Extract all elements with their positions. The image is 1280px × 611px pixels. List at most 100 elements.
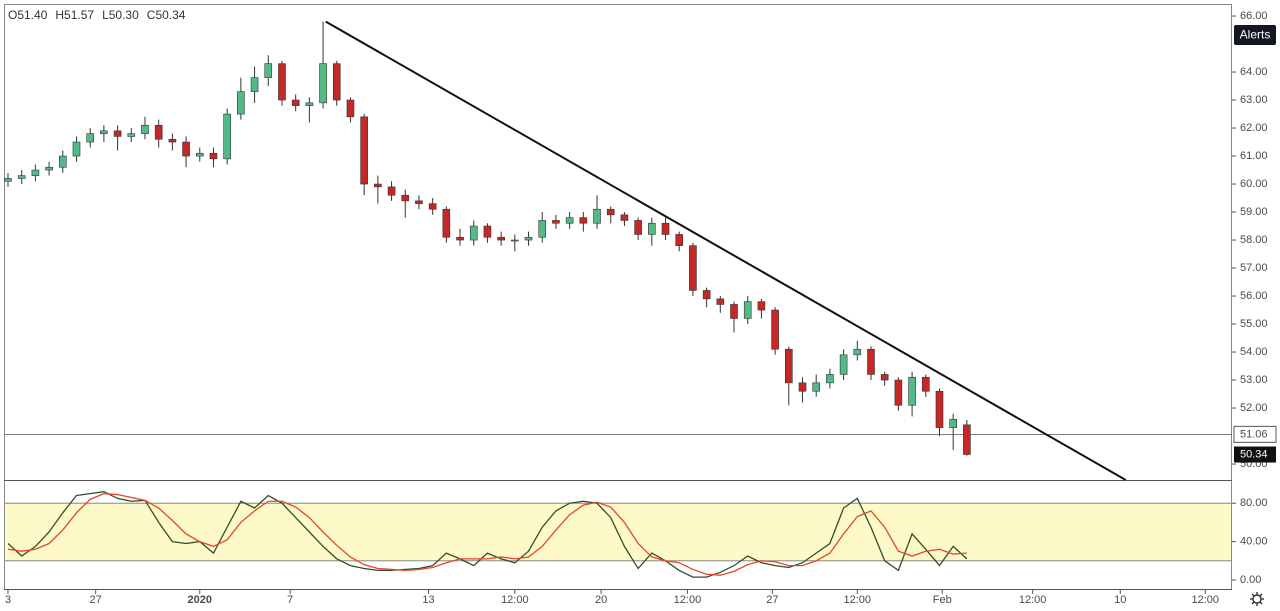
x-tick-label: 12:00 <box>501 594 529 606</box>
candle-body <box>360 116 368 185</box>
candle-body <box>538 220 547 238</box>
oscillator-line <box>7 491 968 578</box>
candle-body <box>743 301 752 319</box>
x-tick-label: 27 <box>766 594 778 606</box>
settings-icon-tooth <box>1251 593 1255 597</box>
candle-body <box>168 138 177 143</box>
oscillator-line <box>7 492 967 576</box>
y-tick-label: 58.00 <box>1240 234 1268 246</box>
settings-icon-ring <box>1252 594 1262 604</box>
candle-body <box>141 124 149 134</box>
candle-body <box>552 220 560 224</box>
y-tick-label: 54.00 <box>1240 346 1268 358</box>
candle-body <box>195 152 204 157</box>
candle-body <box>963 424 971 455</box>
osc-y-tick-label: 80.00 <box>1240 497 1268 509</box>
candle-body <box>620 214 629 221</box>
last-price-label: 50.34 <box>1240 448 1268 460</box>
candle-body <box>812 382 821 392</box>
candle-body <box>634 220 642 235</box>
candle-body <box>305 102 314 106</box>
x-tick-label: 12:00 <box>674 594 702 606</box>
x-tick-label: Feb <box>933 594 952 606</box>
x-tick-label: 3 <box>5 594 11 606</box>
candle-body <box>606 208 615 216</box>
candle-body <box>593 208 601 224</box>
candle-body <box>237 91 245 115</box>
candle-body <box>319 63 327 104</box>
x-tick-label: 12:00 <box>844 594 872 606</box>
candle-body <box>387 186 396 196</box>
candle-body <box>182 141 190 157</box>
candle-body <box>223 113 231 160</box>
x-tick-label: 7 <box>287 594 293 606</box>
candle-body <box>346 99 355 118</box>
candle-body <box>250 77 259 92</box>
candle-body <box>880 374 889 381</box>
x-tick-label: 2020 <box>188 594 212 606</box>
candle-body <box>785 348 793 384</box>
candle-body <box>949 418 957 428</box>
frame <box>4 4 1232 590</box>
candle-body <box>689 245 697 291</box>
candle-body <box>826 374 834 384</box>
candle-body <box>17 175 26 179</box>
hline-label: 51.06 <box>1240 428 1268 440</box>
settings-icon[interactable] <box>1250 592 1264 606</box>
y-tick-label: 55.00 <box>1240 318 1268 330</box>
y-tick-label: 53.00 <box>1240 374 1268 386</box>
y-tick-label: 63.00 <box>1240 94 1268 106</box>
candle-body <box>661 222 670 235</box>
x-tick-label: 27 <box>90 594 102 606</box>
candle-body <box>291 99 300 106</box>
candle-body <box>894 379 903 406</box>
candle-body <box>839 354 848 375</box>
y-tick-label: 60.00 <box>1240 178 1268 190</box>
candle-body <box>648 222 656 235</box>
hline-label-box <box>1233 425 1277 443</box>
candle-body <box>278 63 286 101</box>
candle-body <box>45 166 53 171</box>
settings-icon-tooth <box>1259 593 1263 597</box>
ohlc-label: H51.57 <box>55 8 94 22</box>
settings-icon-tooth <box>1259 601 1263 605</box>
candle-body <box>86 133 94 143</box>
x-tick-label: 10 <box>1114 594 1126 606</box>
candle-body <box>442 208 451 238</box>
y-tick-label: 59.00 <box>1240 206 1268 218</box>
y-tick-label: 57.00 <box>1240 262 1268 274</box>
x-tick-label: 12:00 <box>1019 594 1047 606</box>
candle-body <box>113 130 122 137</box>
candle-body <box>675 234 684 246</box>
ohlc-label: O51.40 <box>8 8 48 22</box>
alerts-button[interactable]: Alerts <box>1234 25 1276 45</box>
candle-body <box>456 236 464 241</box>
candle-body <box>127 133 136 137</box>
y-tick-label: 66.00 <box>1240 10 1268 22</box>
y-tick-label: 64.00 <box>1240 66 1268 78</box>
candle-body <box>921 376 930 392</box>
candle-body <box>702 290 711 300</box>
x-tick-label: 20 <box>595 594 607 606</box>
ohlc-label: L50.30 <box>102 8 139 22</box>
osc-y-tick-label: 40.00 <box>1240 536 1268 548</box>
last-price-box <box>1234 446 1276 463</box>
candle-body <box>58 155 67 168</box>
candle-body <box>771 309 779 350</box>
candle-body <box>716 298 725 305</box>
candle-body <box>757 301 766 311</box>
x-tick-label: 12:00 <box>1191 594 1219 606</box>
candle-body <box>798 382 807 392</box>
ohlc-label: C50.34 <box>147 8 186 22</box>
candle-body <box>332 63 341 101</box>
candle-body <box>908 376 916 406</box>
alerts-button-bg <box>1234 25 1276 45</box>
candle-body <box>401 194 410 202</box>
candle-body <box>72 141 81 157</box>
y-tick-label: 62.00 <box>1240 122 1268 134</box>
candle-body <box>853 348 862 356</box>
candle-body <box>511 239 519 242</box>
candle-body <box>264 63 273 78</box>
